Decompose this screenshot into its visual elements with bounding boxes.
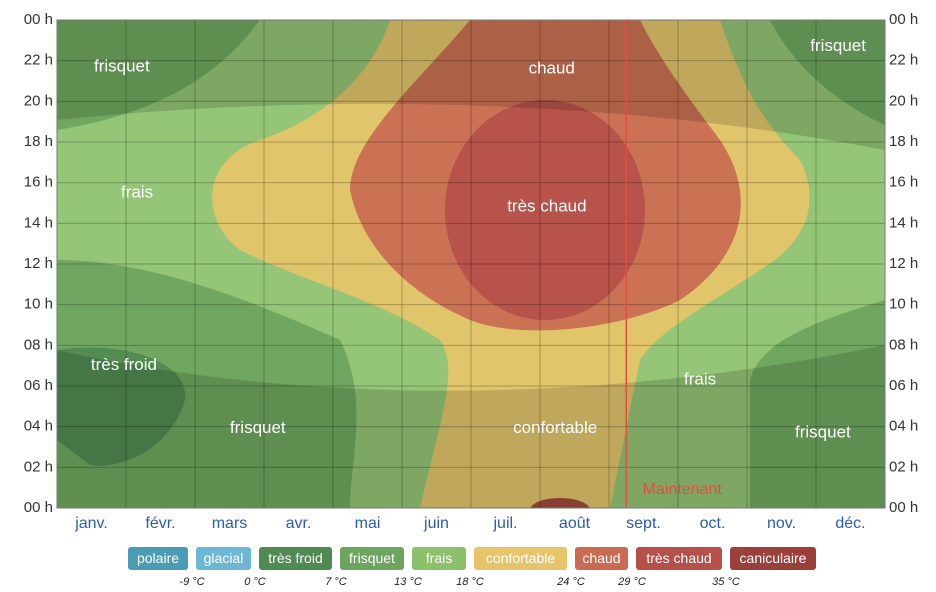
y-tick-label: 16 h <box>24 174 53 191</box>
y-tick-label-right: 10 h <box>889 296 918 313</box>
plot-frame <box>56 19 886 509</box>
y-tick-label-right: 08 h <box>889 336 918 353</box>
region-tres-froid <box>57 347 186 466</box>
x-tick-label: déc. <box>835 515 865 532</box>
legend-swatch <box>636 547 722 570</box>
region-label: très froid <box>91 355 157 374</box>
chart-layer: 00 h 00 h 02 h 02 h 04 h 04 h 06 h 06 h 08 h 08 h… <box>24 11 918 588</box>
y-tick-label-right: 16 h <box>889 174 918 191</box>
y-tick-label: 18 h <box>24 133 53 150</box>
region-label: frisquet <box>94 56 150 75</box>
legend-threshold: 13 °C <box>394 576 422 588</box>
region-frisquet <box>750 300 885 508</box>
region-label: très chaud <box>507 197 586 216</box>
legend-swatch <box>730 547 816 570</box>
y-tick-label: 10 h <box>24 296 53 313</box>
region-frisquet <box>57 20 260 130</box>
region-label: confortable <box>513 418 597 437</box>
legend-swatch <box>474 547 567 570</box>
y-tick-label-right: 04 h <box>889 418 918 435</box>
legend-label: glacial <box>204 550 244 566</box>
legend-swatch <box>412 547 466 570</box>
y-tick-label: 22 h <box>24 52 53 69</box>
legend-threshold: 35 °C <box>712 576 740 588</box>
legend-threshold: -9 °C <box>179 576 204 588</box>
x-tick-label: janv. <box>74 515 108 532</box>
region-frisquet <box>770 20 885 125</box>
y-tick-label-right: 00 h <box>889 499 918 516</box>
night-shade <box>57 20 885 150</box>
x-tick-label: juil. <box>492 515 517 532</box>
x-tick-label: févr. <box>145 515 175 532</box>
x-tick-label: nov. <box>767 515 796 532</box>
legend-label: frais <box>426 550 452 566</box>
y-tick-label-right: 18 h <box>889 133 918 150</box>
y-tick-label: 08 h <box>24 336 53 353</box>
y-tick-label-right: 00 h <box>889 11 918 28</box>
legend-label: frisquet <box>349 550 395 566</box>
y-tick-label-right: 02 h <box>889 458 918 475</box>
legend-swatch <box>575 547 628 570</box>
x-tick-label: juin <box>423 515 449 532</box>
legend-label: caniculaire <box>740 550 807 566</box>
legend-threshold: 18 °C <box>456 576 484 588</box>
y-tick-label: 02 h <box>24 458 53 475</box>
legend-label: polaire <box>137 550 179 566</box>
y-tick-label: 00 h <box>24 11 53 28</box>
legend-threshold: 7 °C <box>325 576 347 588</box>
legend-swatch <box>259 547 332 570</box>
y-tick-label: 04 h <box>24 418 53 435</box>
x-tick-label: oct. <box>700 515 726 532</box>
x-tick-label: avr. <box>286 515 312 532</box>
x-tick-label: mars <box>212 515 248 532</box>
y-tick-label-right: 22 h <box>889 52 918 69</box>
y-tick-label-right: 20 h <box>889 92 918 109</box>
region-caniculaire <box>530 498 590 508</box>
x-tick-label: août <box>559 515 591 532</box>
region-label: frisquet <box>795 422 851 441</box>
y-tick-label-right: 12 h <box>889 255 918 272</box>
legend-label: très froid <box>268 550 322 566</box>
y-tick-label: 06 h <box>24 377 53 394</box>
legend-label: chaud <box>582 550 620 566</box>
night-shade <box>57 345 885 508</box>
y-tick-label: 00 h <box>24 499 53 516</box>
y-tick-label: 14 h <box>24 214 53 231</box>
legend-threshold: 29 °C <box>617 576 646 588</box>
region-label: frisquet <box>230 418 286 437</box>
legend-swatch <box>340 547 404 570</box>
now-label: Maintenant <box>643 481 723 498</box>
legend-swatch <box>128 547 188 570</box>
x-tick-label: mai <box>355 515 381 532</box>
legend-threshold: 0 °C <box>244 576 266 588</box>
legend-swatch <box>196 547 251 570</box>
y-tick-label: 12 h <box>24 255 53 272</box>
x-tick-label: sept. <box>626 515 661 532</box>
y-tick-label-right: 06 h <box>889 377 918 394</box>
legend-threshold: 24 °C <box>556 576 585 588</box>
y-tick-label-right: 14 h <box>889 214 918 231</box>
region-label: frisquet <box>810 36 866 55</box>
region-label: frais <box>121 182 153 201</box>
legend-label: confortable <box>486 550 555 566</box>
contour-regions <box>57 20 885 508</box>
region-label: frais <box>684 369 716 388</box>
legend-label: très chaud <box>646 550 711 566</box>
y-tick-label: 20 h <box>24 92 53 109</box>
region-label: chaud <box>529 58 575 77</box>
region-tres-chaud <box>445 100 645 320</box>
